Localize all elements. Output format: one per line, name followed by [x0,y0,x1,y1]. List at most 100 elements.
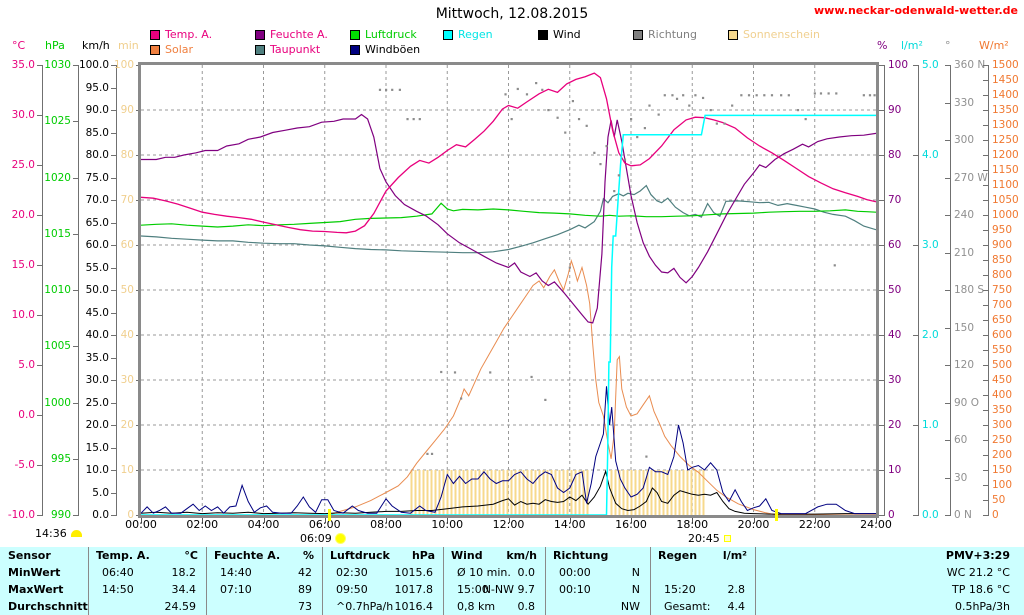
direction-point [630,118,633,121]
table-cell: 1017.8 [394,583,434,596]
axis-label-min: 50 [120,284,134,296]
legend-item-gusts: Windböen [350,43,420,56]
axis-tick-deg [945,290,950,291]
x-axis-label: 16:00 [615,518,647,531]
axis-tick-percent [879,200,884,201]
table-col-unit: % [302,549,314,562]
direction-point [564,131,567,134]
axis-label-deg: 240 [954,209,975,221]
sunshine-bar [634,470,637,515]
axis-label-lm2: 2.0 [922,329,939,341]
direction-point [731,104,734,107]
axis-tick-percent [879,245,884,246]
axis-label-min: 90 [120,104,134,116]
table-col-unit: hPa [411,549,435,562]
axis-label-wm2: 700 [992,299,1013,311]
axis-tick-percent [879,335,884,336]
direction-point [593,151,596,154]
axis-label-celsius: 25.0 [11,159,35,171]
sunshine-bar [490,470,493,515]
table-cell: 73 [298,600,312,613]
axis-tick-celsius [37,115,42,116]
axis-label-lm2: 3.0 [922,239,939,251]
table-divider [88,547,89,615]
direction-point [787,94,790,97]
direction-point [643,127,646,130]
direction-point [577,118,581,121]
direction-point [516,87,519,91]
axis-tick-lm2 [913,425,918,426]
x-axis-tick [263,518,265,523]
direction-point [688,104,691,107]
table-cell: 02:30 [336,566,368,579]
sunshine-bar [486,470,489,515]
axis-tick-celsius [37,315,42,316]
axis-label-hpa: 1020 [44,171,71,184]
axis-label-deg: 150 [954,321,975,334]
sunshine-bar [542,470,545,515]
axis-label-wm2: 100 [992,479,1013,491]
direction-point [535,82,538,85]
x-axis-label: 06:00 [308,518,341,531]
table-cell: 00:10 [559,583,591,596]
axis-label-lm2: 0.0 [922,509,939,521]
axis-tick-hpa [73,65,78,66]
table-cell: 89 [298,583,312,596]
direction-point [868,94,872,97]
axis-label-wm2: 1250 [992,134,1019,146]
axis-tick-kmh [111,290,116,291]
table-cell: 34.4 [171,583,197,596]
axis-tick-deg [945,477,950,479]
axis-tick-wm2 [983,425,988,426]
sunshine-bar [630,470,633,515]
axis-tick-percent [879,515,884,516]
axis-label-wm2: 1300 [992,119,1019,131]
sunshine-bar [462,470,465,515]
x-axis-label: 14:00 [553,518,586,531]
sunshine-bar [646,470,649,515]
axis-tick-hpa [73,515,78,516]
table-col-header: Regen [658,549,698,562]
axis-label-kmh: 30.0 [85,374,109,386]
axis-tick-kmh [111,132,116,134]
axis-tick-kmh [111,402,116,404]
axis-label-lm2: 4.0 [922,149,939,161]
axis-label-min: 60 [120,239,134,251]
sunshine-bar [546,470,549,515]
axis-label-hpa: 1015 [44,227,71,240]
direction-point [862,94,865,97]
table-col-header: Temp. A. [96,549,150,562]
legend-label-humidity: Feuchte A. [270,28,328,41]
direction-point [715,122,718,125]
axis-tick-percent [879,290,884,291]
axis-tick-wm2 [983,410,988,411]
legend-item-temp: Temp. A. [150,28,212,41]
x-axis-tick [508,518,510,523]
axis-tick-percent [879,425,884,426]
direction-point [694,94,697,97]
axis-label-kmh: 90.0 [85,104,109,116]
sunshine-bar [578,470,581,515]
sunshine-bar [678,470,681,515]
sunshine-bar [642,470,645,515]
sunshine-bar [538,470,541,515]
legend-item-direction: Richtung [633,28,697,41]
axis-tick-celsius [37,165,42,166]
axis-label-wm2: 1050 [992,194,1019,206]
axis-unit-lm2: l/m² [901,39,923,52]
x-axis-label: 18:00 [676,518,709,531]
axis-label-kmh: 70.0 [85,194,109,206]
axis-tick-percent [879,65,884,66]
axis-label-kmh: 20.0 [85,419,109,431]
axis-label-kmh: 95.0 [85,81,109,94]
sunshine-bar [422,470,425,515]
sunshine-bar [502,470,505,515]
website-link[interactable]: www.neckar-odenwald-wetter.de [814,4,1018,17]
sunshine-bar [574,470,577,515]
axis-tick-kmh [111,335,116,336]
legend-item-humidity: Feuchte A. [255,28,328,41]
axis-tick-wm2 [983,455,988,456]
series-temp-line [141,72,876,234]
axis-label-min: 80 [120,149,134,161]
axis-tick-hpa [73,121,78,123]
